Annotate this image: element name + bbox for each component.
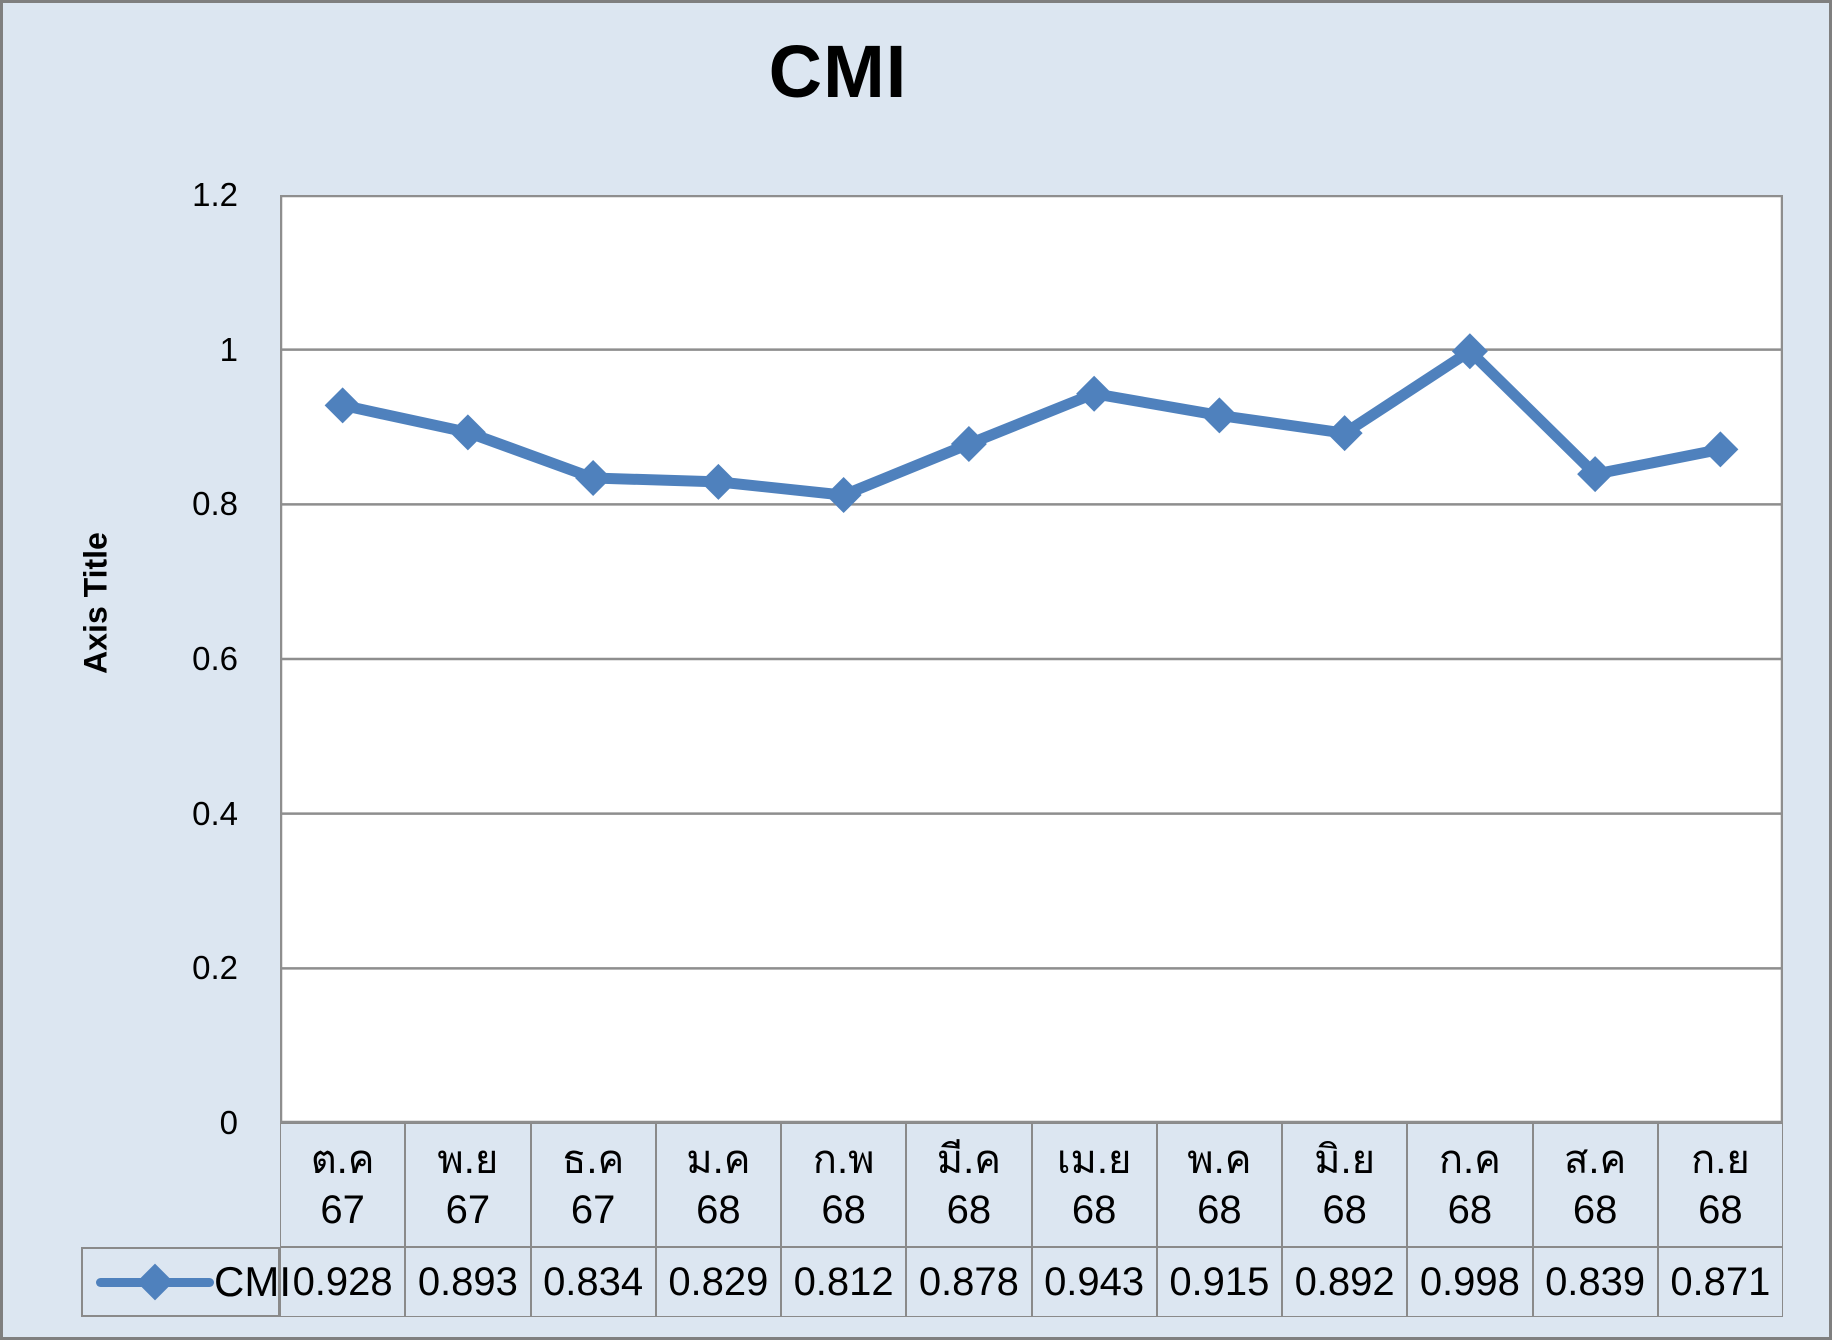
value-cell: 0.829: [655, 1247, 781, 1317]
data-line: [341, 345, 1722, 501]
category-month-label: ก.ย: [1690, 1138, 1750, 1182]
category-year-label: 68: [821, 1188, 866, 1232]
category-month-label: ก.ค: [1438, 1138, 1501, 1182]
category-year-label: 68: [1698, 1188, 1743, 1232]
value-cell: 0.928: [280, 1247, 406, 1317]
category-year-label: 68: [1071, 1188, 1117, 1232]
data-point-marker: [324, 387, 361, 424]
category-cell: ส.ค 68: [1532, 1123, 1658, 1247]
y-axis-tick-label: 1: [219, 330, 238, 368]
category-year-label: 68: [946, 1188, 992, 1232]
data-point-marker: [1076, 375, 1113, 412]
category-month-label: พ.ค: [1187, 1138, 1252, 1182]
category-year-label: 68: [1322, 1188, 1367, 1232]
y-axis-tick-label: 1.2: [192, 176, 238, 213]
legend: CMI: [81, 1247, 291, 1317]
category-month-label: พ.ย: [437, 1138, 499, 1182]
y-axis-tick-label: 0.2: [192, 949, 238, 987]
value-cell: 0.998: [1407, 1247, 1533, 1317]
plot-area: [280, 195, 1783, 1123]
y-axis-tick-label: 0.4: [192, 794, 238, 832]
category-month-label: ก.พ: [812, 1138, 875, 1182]
data-table-value-row: 0.928 0.893 0.834 0.829 0.812 0.878 0.943 0.915…: [280, 1247, 1783, 1317]
legend-line-marker-icon: [96, 1263, 214, 1301]
data-point-marker: [1577, 456, 1614, 493]
category-month-label: ส.ค: [1563, 1138, 1627, 1182]
chart-title: CMI: [768, 30, 908, 113]
category-month-label: ม.ค: [686, 1138, 751, 1182]
data-point-marker: [700, 463, 737, 500]
data-point-marker: [950, 426, 987, 463]
y-axis-tick-label: 0.6: [192, 640, 238, 677]
value-cell: 0.812: [781, 1247, 907, 1317]
value-cell: 0.839: [1532, 1247, 1658, 1317]
y-axis-tick-label: 0: [219, 1104, 238, 1141]
category-cell: พ.ย 67: [405, 1123, 531, 1247]
value-cell: 0.834: [530, 1247, 656, 1317]
category-year-label: 68: [696, 1188, 741, 1232]
value-cell: 0.878: [906, 1247, 1032, 1317]
category-cell: ธ.ค 67: [530, 1123, 656, 1247]
value-cell: 0.915: [1156, 1247, 1282, 1317]
category-year-label: 68: [1197, 1188, 1242, 1232]
category-year-label: 68: [1572, 1188, 1618, 1232]
value-cell: 0.871: [1657, 1247, 1783, 1317]
category-cell: มี.ค 68: [906, 1123, 1032, 1247]
category-cell: ม.ค 68: [655, 1123, 781, 1247]
category-month-label: มิ.ย: [1314, 1138, 1376, 1182]
category-cell: ก.ย 68: [1657, 1123, 1783, 1247]
category-cell: ก.ค 68: [1407, 1123, 1533, 1247]
value-cell: 0.892: [1282, 1247, 1408, 1317]
legend-diamond-icon: [136, 1263, 174, 1301]
data-point-marker: [825, 477, 862, 514]
data-point-marker: [1201, 397, 1238, 434]
category-month-label: เม.ย: [1056, 1138, 1132, 1182]
category-month-label: มี.ค: [936, 1138, 1001, 1182]
legend-series-label: CMI: [214, 1258, 291, 1305]
data-point-marker: [1451, 333, 1488, 370]
data-point-marker: [449, 414, 486, 451]
data-point-marker: [575, 460, 612, 497]
category-year-label: 67: [320, 1188, 365, 1232]
category-cell: ก.พ 68: [781, 1123, 907, 1247]
category-cell: พ.ค 68: [1156, 1123, 1282, 1247]
category-cell: ต.ค 67: [280, 1123, 406, 1247]
data-point-marker: [1702, 431, 1739, 468]
category-cell: เม.ย 68: [1031, 1123, 1157, 1247]
value-cell: 0.893: [405, 1247, 531, 1317]
category-cell: มิ.ย 68: [1282, 1123, 1408, 1247]
category-year-label: 68: [1447, 1188, 1493, 1232]
data-point-marker: [1326, 415, 1363, 452]
category-year-label: 67: [445, 1188, 491, 1232]
category-year-label: 67: [570, 1188, 616, 1232]
y-axis-tick-label: 0.8: [192, 485, 238, 523]
value-cell: 0.943: [1031, 1247, 1157, 1317]
category-month-label: ต.ค: [310, 1138, 375, 1182]
category-header-row: ต.ค 67 พ.ย 67 ธ.ค 67 ม.ค 68 ก.พ 68 มี.ค 68 เม.ย 68 พ.ค…: [280, 1123, 1783, 1247]
category-month-label: ธ.ค: [561, 1138, 625, 1182]
